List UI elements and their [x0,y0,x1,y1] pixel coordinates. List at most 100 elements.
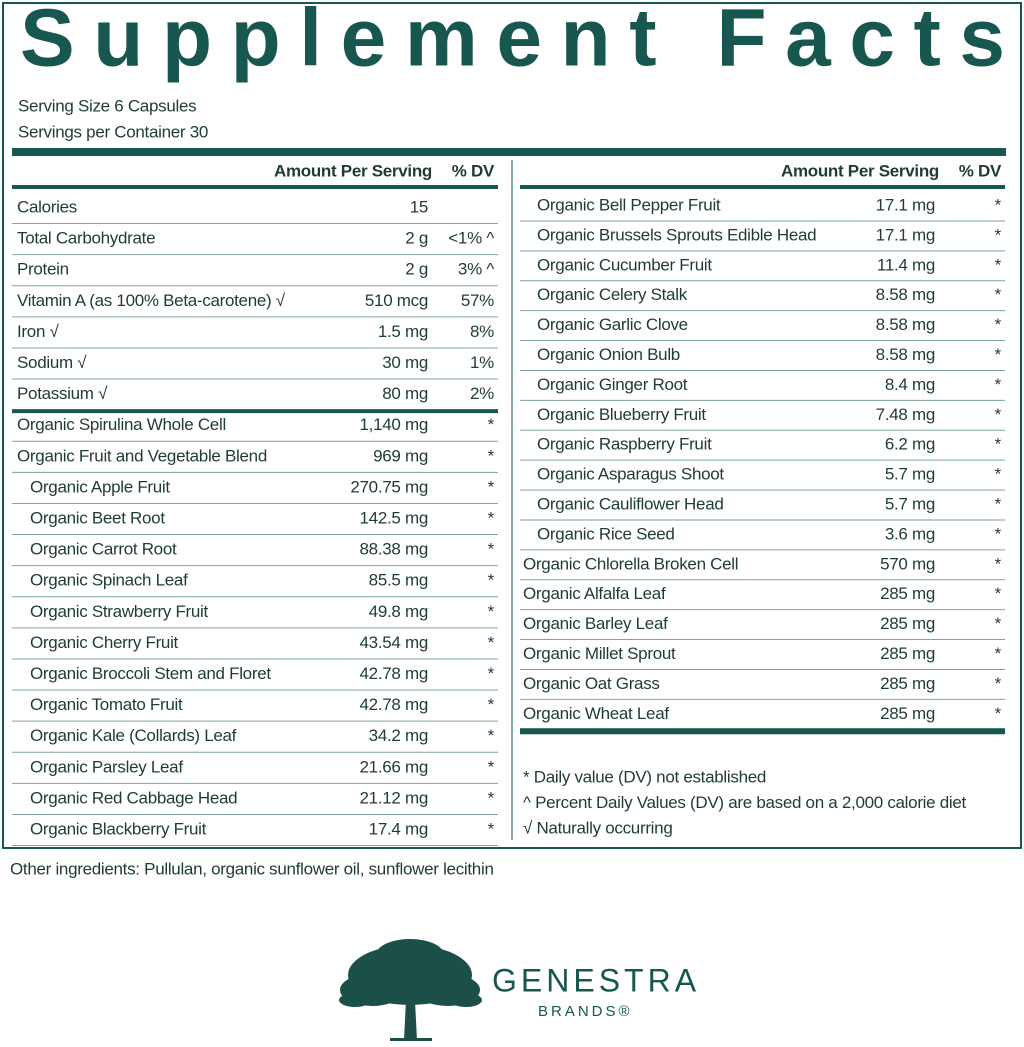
label-border [2,2,1022,849]
row-dv: * [995,584,1002,603]
row-name: Iron √ [17,322,60,341]
other-ingredients: Other ingredients: Pullulan, organic sun… [10,859,494,878]
row-name: Organic Barley Leaf [523,614,668,633]
row-name: Sodium √ [17,353,87,372]
row-dv: * [995,494,1002,513]
row-name: Organic Celery Stalk [537,285,688,304]
row-amount: 17.1 mg [876,225,935,244]
row-amount: 11.4 mg [877,255,935,274]
row-name: Organic Raspberry Fruit [537,435,712,454]
row-name: Organic Cauliflower Head [537,494,724,513]
row-dv: * [488,757,495,776]
row-dv: 3% ^ [458,260,494,279]
row-amount: 8.58 mg [876,285,935,304]
row-name: Organic Asparagus Shoot [537,465,724,484]
row-dv: * [995,644,1002,663]
row-amount: 8.58 mg [876,315,935,334]
brand-name: GENESTRA [492,962,700,998]
row-name: Organic Rice Seed [537,524,675,543]
row-name: Organic Blueberry Fruit [537,405,706,424]
row-dv: 2% [470,384,494,403]
row-amount: 285 mg [880,614,935,633]
row-name: Organic Beet Root [30,508,165,527]
row-amount: 3.6 mg [885,524,935,543]
row-dv: 8% [470,322,494,341]
row-dv: * [488,477,495,496]
footnote: ^ Percent Daily Values (DV) are based on… [523,793,967,812]
row-dv: * [488,664,495,683]
row-dv: * [995,435,1002,454]
row-amount: 510 mcg [365,291,428,310]
row-amount: 42.78 mg [360,695,428,714]
row-name: Organic Onion Bulb [537,345,680,364]
row-name: Organic Strawberry Fruit [30,602,209,621]
row-dv: * [488,602,495,621]
row-dv: * [995,554,1002,573]
row-name: Organic Garlic Clove [537,315,688,334]
row-dv: * [995,285,1002,304]
row-amount: 43.54 mg [360,633,428,652]
row-amount: 285 mg [880,644,935,663]
row-dv: * [995,225,1002,244]
row-name: Organic Fruit and Vegetable Blend [17,446,267,465]
section-rule [520,728,1005,735]
row-name: Organic Parsley Leaf [30,757,183,776]
row-dv: * [995,255,1002,274]
row-dv: * [488,415,495,434]
row-amount: 285 mg [880,704,935,723]
row-amount: 142.5 mg [360,508,428,527]
row-dv: * [488,726,495,745]
row-dv: * [995,345,1002,364]
logo-tree [339,939,482,1041]
header-rule [520,185,1005,189]
header-rule [12,185,498,189]
row-name: Organic Spirulina Whole Cell [17,415,226,434]
row-amount: 270.75 mg [350,477,428,496]
serving-size: Serving Size 6 Capsules [18,96,196,115]
row-amount: 7.48 mg [876,405,935,424]
row-name: Protein [17,260,69,279]
row-amount: 969 mg [373,446,428,465]
brand-sub: BRANDS® [538,1003,633,1020]
row-dv: * [995,195,1002,214]
row-name: Organic Wheat Leaf [523,704,669,723]
row-amount: 285 mg [880,674,935,693]
row-dv: * [488,695,495,714]
row-name: Organic Chlorella Broken Cell [523,554,738,573]
row-amount: 42.78 mg [360,664,428,683]
row-name: Organic Red Cabbage Head [30,788,237,807]
row-name: Organic Cucumber Fruit [537,255,712,274]
row-dv: 57% [461,291,494,310]
row-amount: 34.2 mg [369,726,428,745]
row-dv: * [488,788,495,807]
amount-header: Amount Per Serving [781,161,939,180]
row-amount: 5.7 mg [885,494,935,513]
row-amount: 88.38 mg [360,540,428,559]
row-dv: <1% ^ [448,229,494,248]
row-name: Total Carbohydrate [17,229,155,248]
row-amount: 21.12 mg [360,788,428,807]
row-amount: 5.7 mg [885,465,935,484]
row-amount: 49.8 mg [369,602,428,621]
row-dv: * [995,375,1002,394]
row-amount: 17.4 mg [369,819,428,838]
row-name: Organic Apple Fruit [30,477,170,496]
servings-per-container: Servings per Container 30 [18,122,208,141]
row-name: Vitamin A (as 100% Beta-carotene) √ [17,291,286,310]
row-amount: 8.58 mg [876,345,935,364]
row-name: Organic Ginger Root [537,375,688,394]
row-amount: 2 g [405,260,428,279]
row-amount: 8.4 mg [885,375,935,394]
row-name: Organic Broccoli Stem and Floret [30,664,271,683]
footnote: √ Naturally occurring [523,819,672,838]
section-rule [12,409,498,414]
row-name: Organic Oat Grass [523,674,660,693]
row-amount: 80 mg [382,384,428,403]
row-amount: 2 g [405,229,428,248]
row-dv: 1% [470,353,494,372]
row-amount: 30 mg [382,353,428,372]
row-name: Organic Cherry Fruit [30,633,179,652]
row-dv: * [995,315,1002,334]
row-name: Organic Bell Pepper Fruit [537,195,721,214]
